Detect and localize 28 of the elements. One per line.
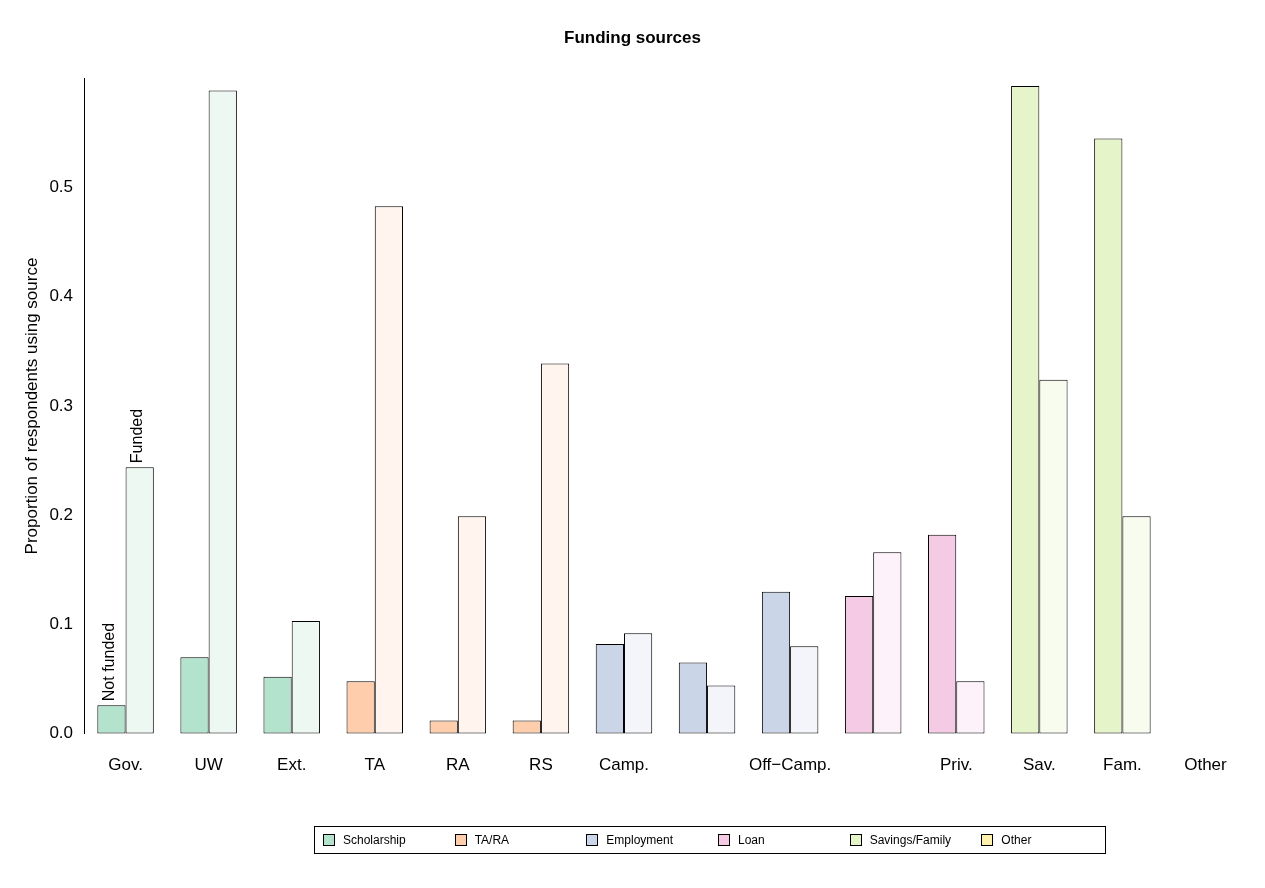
text: Loan	[738, 833, 765, 847]
text: Scholarship	[343, 833, 406, 847]
text: Savings/Family	[869, 833, 952, 847]
y-tick-label: 0.2	[49, 504, 74, 524]
x-tick-label: Sav.	[1022, 755, 1056, 775]
y-tick-label: 0.0	[49, 723, 74, 743]
text: Employment	[606, 833, 674, 847]
text: Not funded	[99, 622, 117, 702]
chart-title: Funding sources	[564, 27, 701, 47]
text: Other	[1001, 833, 1032, 847]
x-tick-label: RA	[446, 755, 471, 775]
y-axis-title: Proportion of respondents using source	[21, 257, 41, 555]
x-tick-label: Off−Camp.	[748, 755, 832, 775]
y-tick-label: 0.5	[49, 177, 74, 197]
x-tick-label: Gov.	[108, 755, 143, 775]
x-tick-label: TA	[364, 755, 386, 775]
x-tick-label: RS	[529, 755, 553, 775]
text: TA/RA	[474, 833, 510, 847]
x-tick-label: Camp.	[598, 755, 650, 775]
y-tick-label: 0.1	[49, 614, 74, 634]
y-tick-label: 0.4	[49, 286, 74, 306]
y-tick-label: 0.3	[49, 395, 74, 415]
x-tick-label: Priv.	[939, 755, 973, 775]
text: Funded	[128, 408, 146, 464]
x-tick-label: Ext.	[277, 755, 307, 775]
x-tick-label: UW	[194, 755, 223, 775]
x-tick-label: Fam.	[1103, 755, 1142, 775]
x-tick-label: Other	[1184, 755, 1228, 775]
